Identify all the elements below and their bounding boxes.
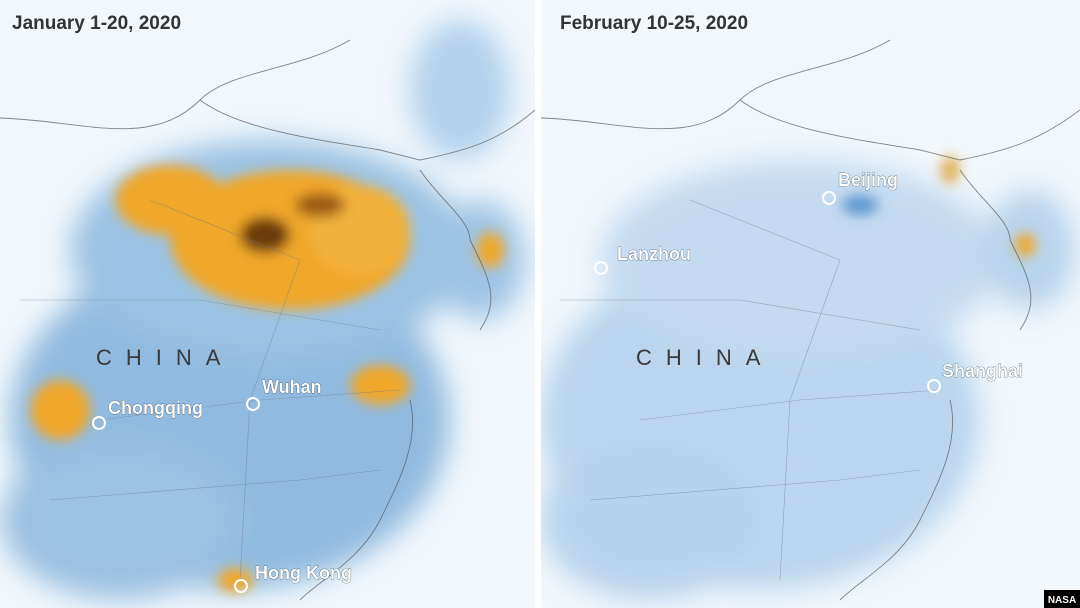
city-label: Chongqing (108, 398, 203, 418)
left-map (0, 0, 535, 608)
credit-box (1044, 590, 1080, 608)
city-label: Wuhan (262, 377, 322, 397)
city-label: Beijing (838, 170, 898, 190)
city-marker (246, 397, 260, 411)
country-label: CHINA (636, 345, 774, 370)
city-label: Lanzhou (617, 244, 691, 264)
city-label: Hong Kong (255, 563, 352, 583)
credit: NASA (1048, 595, 1076, 606)
city-marker (92, 416, 106, 430)
right-map (541, 0, 1080, 608)
city-marker (234, 579, 248, 593)
country-label: CHINA (96, 345, 234, 370)
panel-title: February 10-25, 2020 (560, 13, 748, 34)
city-marker (822, 191, 836, 205)
city-label: Shanghai (942, 361, 1023, 381)
city-marker (594, 261, 608, 275)
city-marker (927, 379, 941, 393)
panel-title: January 1-20, 2020 (12, 13, 181, 34)
